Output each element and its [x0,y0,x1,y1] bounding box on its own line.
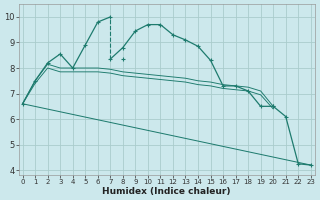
X-axis label: Humidex (Indice chaleur): Humidex (Indice chaleur) [102,187,231,196]
